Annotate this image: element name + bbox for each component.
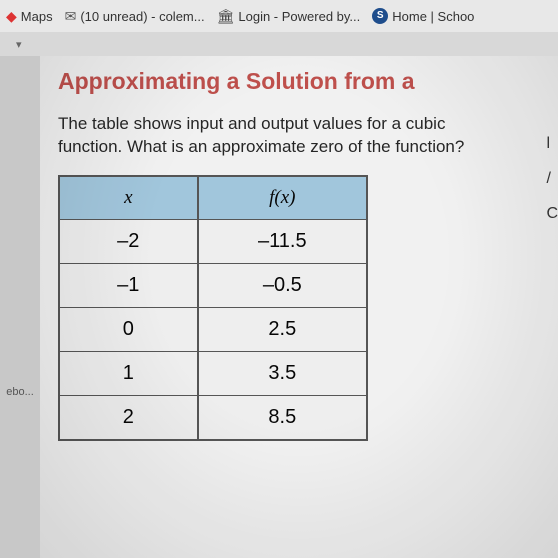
question-line-1: The table shows input and output values … bbox=[58, 114, 445, 133]
function-table: x f(x) –2 –11.5 –1 –0.5 0 2.5 1 bbox=[58, 175, 368, 441]
table-row: 1 3.5 bbox=[59, 351, 367, 395]
table-header-row: x f(x) bbox=[59, 176, 367, 220]
cell-fx: 8.5 bbox=[198, 395, 367, 440]
bookmark-label: Maps bbox=[21, 9, 53, 24]
bookmark-mail[interactable]: ✉ (10 unread) - colem... bbox=[65, 8, 205, 25]
maps-icon: ◆ bbox=[6, 8, 17, 25]
cell-x: 0 bbox=[59, 307, 198, 351]
chevron-down-icon[interactable]: ▾ bbox=[16, 38, 22, 51]
left-panel: ebo... bbox=[0, 56, 40, 558]
building-icon: 🏛 bbox=[217, 8, 235, 25]
bookmarks-bar: ◆ Maps ✉ (10 unread) - colem... 🏛 Login … bbox=[0, 0, 558, 32]
mail-icon: ✉ bbox=[65, 8, 77, 25]
table-row: 0 2.5 bbox=[59, 307, 367, 351]
bookmark-label: (10 unread) - colem... bbox=[80, 9, 204, 24]
circle-s-icon: S bbox=[372, 8, 388, 24]
table-row: –1 –0.5 bbox=[59, 263, 367, 307]
cell-x: –1 bbox=[59, 263, 198, 307]
question-text: The table shows input and output values … bbox=[58, 113, 488, 159]
right-edge-partial: l / C bbox=[546, 126, 558, 232]
partial-char-1: l bbox=[546, 126, 558, 161]
main-area: ebo... Approximating a Solution from a T… bbox=[0, 56, 558, 558]
bookmark-label: Login - Powered by... bbox=[238, 9, 360, 24]
cell-fx: –11.5 bbox=[198, 219, 367, 263]
question-line-2: function. What is an approximate zero of… bbox=[58, 137, 464, 156]
page-title: Approximating a Solution from a bbox=[58, 68, 540, 95]
content-wrapper: Approximating a Solution from a The tabl… bbox=[40, 56, 558, 558]
bookmark-label: Home | Schoo bbox=[392, 9, 474, 24]
cell-x: 2 bbox=[59, 395, 198, 440]
partial-char-2: / bbox=[546, 161, 558, 196]
cell-x: 1 bbox=[59, 351, 198, 395]
cell-fx: 3.5 bbox=[198, 351, 367, 395]
cell-x: –2 bbox=[59, 219, 198, 263]
partial-char-3: C bbox=[546, 196, 558, 231]
truncated-sidebar-text: ebo... bbox=[6, 386, 34, 398]
cell-fx: –0.5 bbox=[198, 263, 367, 307]
secondary-bar: ▾ bbox=[0, 32, 558, 56]
table-row: 2 8.5 bbox=[59, 395, 367, 440]
bookmark-login[interactable]: 🏛 Login - Powered by... bbox=[217, 8, 361, 25]
table-row: –2 –11.5 bbox=[59, 219, 367, 263]
bookmark-home[interactable]: S Home | Schoo bbox=[372, 8, 474, 24]
bookmark-maps[interactable]: ◆ Maps bbox=[6, 8, 53, 25]
header-fx: f(x) bbox=[198, 176, 367, 220]
cell-fx: 2.5 bbox=[198, 307, 367, 351]
header-x: x bbox=[59, 176, 198, 220]
